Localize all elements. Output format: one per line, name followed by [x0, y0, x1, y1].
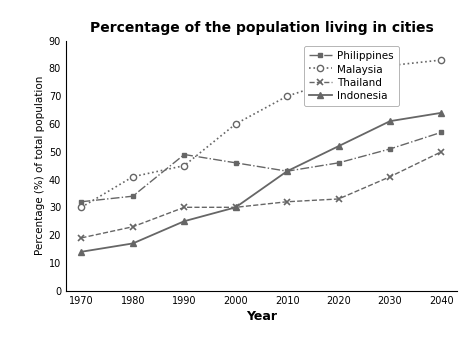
Philippines: [439, 130, 444, 134]
Line: Thailand: Thailand: [78, 148, 445, 241]
Indonesia: [387, 119, 393, 123]
Thailand: [336, 197, 341, 201]
Philippines: [181, 152, 187, 156]
Indonesia: [79, 250, 84, 254]
Legend: Philippines, Malaysia, Thailand, Indonesia: Philippines, Malaysia, Thailand, Indones…: [304, 46, 399, 106]
Malaysia: [79, 205, 84, 209]
Malaysia: [233, 122, 238, 126]
Malaysia: [181, 164, 187, 168]
Indonesia: [130, 241, 136, 245]
Philippines: [233, 161, 238, 165]
Philippines: [284, 169, 290, 173]
Thailand: [79, 236, 84, 240]
Malaysia: [284, 94, 290, 98]
Malaysia: [387, 64, 393, 68]
Malaysia: [336, 77, 341, 81]
X-axis label: Year: Year: [246, 310, 277, 323]
Line: Indonesia: Indonesia: [78, 110, 445, 255]
Philippines: [130, 194, 136, 198]
Thailand: [130, 225, 136, 229]
Indonesia: [439, 111, 444, 115]
Indonesia: [336, 144, 341, 148]
Malaysia: [439, 58, 444, 62]
Indonesia: [181, 219, 187, 223]
Line: Malaysia: Malaysia: [78, 57, 445, 211]
Philippines: [387, 147, 393, 151]
Thailand: [387, 175, 393, 179]
Thailand: [439, 150, 444, 154]
Philippines: [79, 200, 84, 204]
Malaysia: [130, 175, 136, 179]
Title: Percentage of the population living in cities: Percentage of the population living in c…: [89, 21, 433, 35]
Thailand: [233, 205, 238, 209]
Line: Philippines: Philippines: [79, 130, 444, 204]
Thailand: [284, 200, 290, 204]
Philippines: [336, 161, 341, 165]
Thailand: [181, 205, 187, 209]
Y-axis label: Percentage (%) of total population: Percentage (%) of total population: [34, 76, 45, 255]
Indonesia: [284, 169, 290, 173]
Indonesia: [233, 205, 238, 209]
